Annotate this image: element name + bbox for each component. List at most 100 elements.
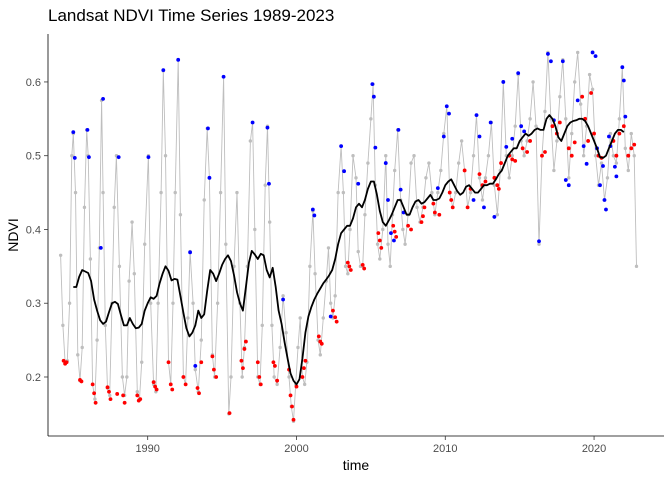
observation-point xyxy=(321,316,325,320)
high-point xyxy=(549,59,553,64)
observation-point xyxy=(409,161,413,165)
high-point xyxy=(563,178,568,182)
high-point xyxy=(537,239,541,244)
low-point xyxy=(362,266,367,271)
high-point xyxy=(474,113,479,118)
low-point xyxy=(629,146,634,151)
low-point xyxy=(543,150,547,154)
observation-point xyxy=(333,294,337,298)
high-point xyxy=(206,126,210,131)
low-point xyxy=(447,190,452,195)
observation-point xyxy=(112,205,116,210)
observation-point xyxy=(88,257,93,261)
high-point xyxy=(188,250,192,255)
low-point xyxy=(79,379,84,384)
high-point xyxy=(101,97,105,101)
high-point xyxy=(581,144,586,149)
smooth-series-line xyxy=(73,114,625,386)
low-point xyxy=(90,382,95,387)
low-points xyxy=(61,91,637,422)
high-point xyxy=(389,231,393,236)
observation-point xyxy=(459,139,464,143)
low-point xyxy=(334,319,339,324)
high-point xyxy=(435,186,440,191)
observation-point xyxy=(378,257,382,261)
low-point xyxy=(550,124,555,129)
low-point xyxy=(614,153,619,158)
observation-point xyxy=(510,154,514,158)
observation-point xyxy=(159,190,163,195)
high-point xyxy=(281,297,285,302)
observation-point xyxy=(366,161,370,165)
high-point xyxy=(575,98,580,103)
y-tick-label: 0.6 xyxy=(26,77,41,89)
low-point xyxy=(107,389,111,394)
observation-point xyxy=(132,272,136,276)
observation-point xyxy=(193,367,198,372)
observation-point xyxy=(381,227,385,232)
observation-points xyxy=(58,50,639,423)
observation-point xyxy=(436,190,440,195)
observation-point xyxy=(590,87,595,92)
low-point xyxy=(168,382,173,387)
observation-point xyxy=(552,168,556,173)
high-point xyxy=(71,130,76,135)
observation-point xyxy=(486,154,491,158)
low-point xyxy=(580,94,585,99)
high-point xyxy=(373,145,378,150)
high-point xyxy=(371,94,376,99)
low-point xyxy=(92,391,97,396)
observation-point xyxy=(199,338,203,342)
low-point xyxy=(258,382,263,387)
observation-point xyxy=(173,190,177,195)
observation-point xyxy=(343,264,348,269)
observation-point xyxy=(275,382,279,387)
observation-point xyxy=(143,242,147,246)
observation-point xyxy=(278,345,282,350)
high-point xyxy=(621,78,626,83)
low-point xyxy=(183,382,188,387)
low-point xyxy=(379,246,384,250)
low-point xyxy=(271,360,276,365)
high-point xyxy=(566,183,571,188)
high-point xyxy=(250,120,255,125)
low-point xyxy=(528,139,532,143)
low-point xyxy=(569,153,574,158)
observation-point xyxy=(140,360,144,364)
observation-point xyxy=(260,323,264,328)
y-axis-ticks: 0.2 0.3 0.4 0.5 0.6 xyxy=(26,77,48,384)
low-point xyxy=(513,158,518,163)
high-point xyxy=(398,187,403,192)
y-axis-title: NDVI xyxy=(5,218,21,251)
high-point xyxy=(607,134,611,139)
high-point xyxy=(623,114,628,119)
observation-point xyxy=(558,94,562,99)
low-point xyxy=(333,315,338,320)
high-point xyxy=(116,155,121,160)
observation-point xyxy=(178,213,183,217)
observation-point xyxy=(442,131,446,136)
observation-point xyxy=(369,117,373,121)
observation-point xyxy=(363,213,367,217)
low-point xyxy=(449,198,454,202)
observation-series-line xyxy=(60,52,637,422)
observation-point xyxy=(453,190,458,195)
observation-point xyxy=(384,154,388,158)
observation-point xyxy=(93,397,97,401)
chart-title: Landsat NDVI Time Series 1989-2023 xyxy=(48,6,335,25)
observation-point xyxy=(70,154,74,158)
high-point xyxy=(482,205,486,210)
high-point xyxy=(477,134,482,139)
low-point xyxy=(557,120,562,125)
low-point xyxy=(348,268,353,272)
observation-point xyxy=(608,131,613,136)
low-point xyxy=(566,146,571,151)
observation-point xyxy=(120,375,125,379)
observation-point xyxy=(240,375,244,379)
observation-point xyxy=(148,301,153,305)
observation-point xyxy=(356,249,360,254)
high-point xyxy=(176,57,181,62)
observation-point xyxy=(468,190,473,195)
high-point xyxy=(265,125,270,130)
x-tick-label: 2020 xyxy=(582,443,606,455)
